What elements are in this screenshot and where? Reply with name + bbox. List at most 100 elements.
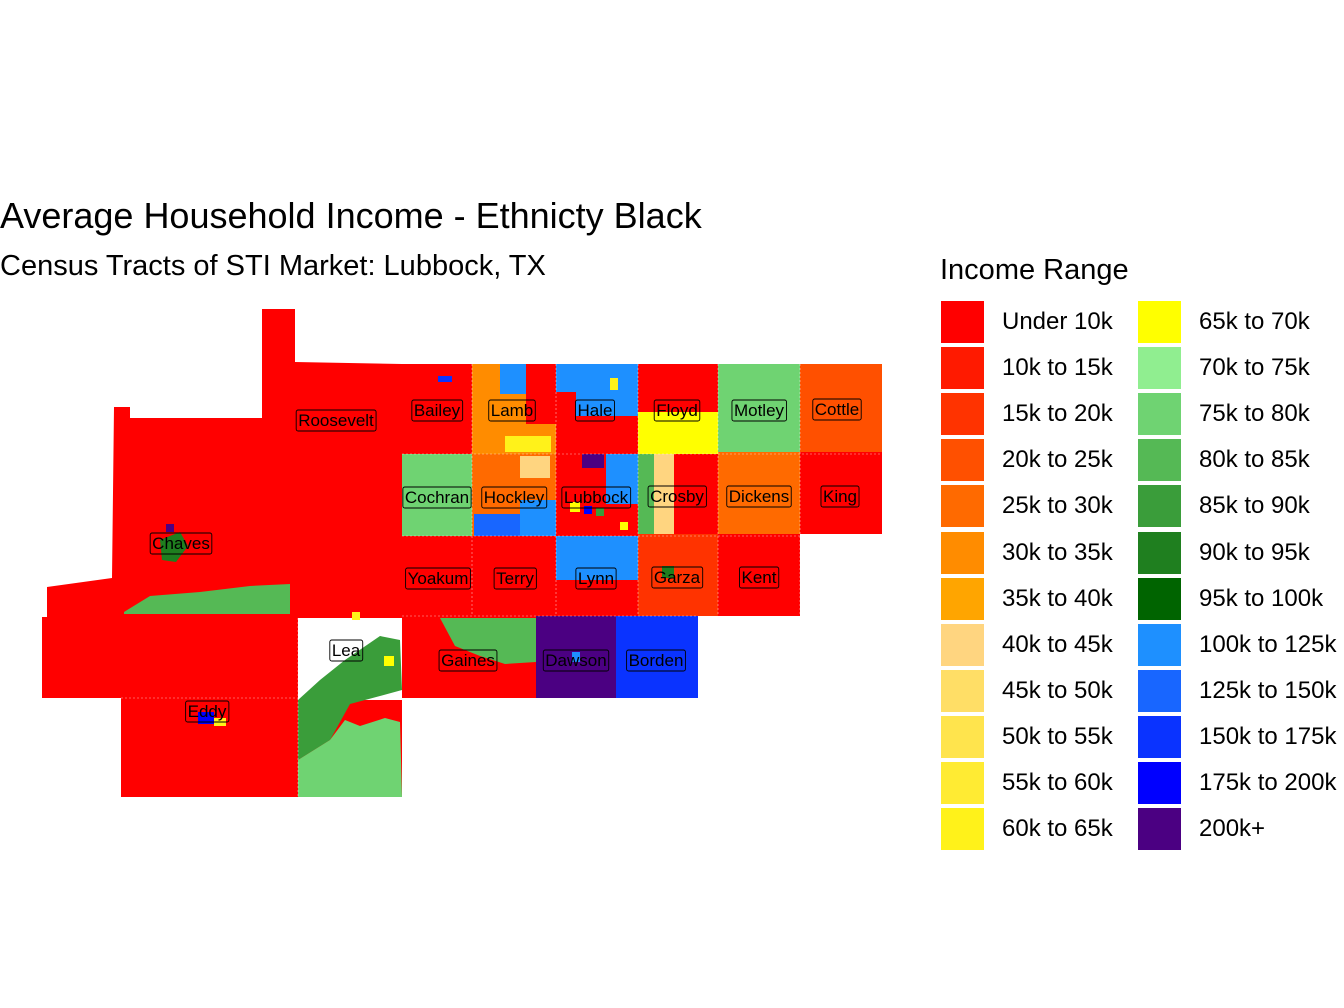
county-label-kent: Kent xyxy=(739,566,780,589)
tract-chaves-green xyxy=(124,584,290,614)
tract-lea-green xyxy=(298,636,402,760)
legend-item: 95k to 100k xyxy=(1137,577,1344,624)
legend-label: 25k to 30k xyxy=(1002,492,1113,520)
county-label-box xyxy=(405,567,471,590)
legend-item: 50k to 55k xyxy=(940,715,1160,762)
county-label-dawson: Dawson xyxy=(542,649,610,672)
legend-label: 100k to 125k xyxy=(1199,630,1337,658)
tract-kent xyxy=(718,534,800,616)
county-label-box xyxy=(651,566,704,589)
tract-chaves-blue xyxy=(166,524,174,532)
county-label-floyd: Floyd xyxy=(653,399,701,422)
county-label-text: Lynn xyxy=(578,569,614,588)
legend-item: 55k to 60k xyxy=(940,762,1160,808)
tract-lubbock-yellow2 xyxy=(620,522,628,530)
county-label-text: Hockley xyxy=(484,488,545,507)
legend-label: 20k to 25k xyxy=(1002,446,1113,474)
county-label-box xyxy=(626,649,686,672)
county-label-box xyxy=(647,485,707,508)
legend-label: 15k to 20k xyxy=(1002,400,1113,428)
county-label-text: Hale xyxy=(578,401,613,420)
county-label-text: Cochran xyxy=(405,488,469,507)
legend-label: 80k to 85k xyxy=(1199,446,1310,474)
county-label-box xyxy=(575,567,617,590)
legend-title: Income Range xyxy=(940,254,1129,286)
map-green-tracts xyxy=(124,532,536,797)
tract-lynn-south xyxy=(556,580,638,616)
tract-gaines-green xyxy=(440,618,536,664)
tract-lubbock-yellow xyxy=(570,502,580,512)
county-label-text: Kent xyxy=(742,568,777,587)
legend-label: 85k to 90k xyxy=(1199,492,1310,520)
legend-item: 65k to 70k xyxy=(1137,301,1344,347)
tract-lubbock-green-sm xyxy=(596,508,604,516)
county-label-borden: Borden xyxy=(626,649,686,672)
county-label-motley: Motley xyxy=(731,399,787,422)
tract-bailey-blue xyxy=(438,376,452,382)
legend-label: 200k+ xyxy=(1199,815,1266,843)
legend-swatch xyxy=(1138,577,1181,620)
county-label-lubbock: Lubbock xyxy=(561,486,632,509)
county-label-gaines: Gaines xyxy=(438,649,498,672)
county-label-box xyxy=(493,567,537,590)
county-label-box xyxy=(542,649,610,672)
legend-label: 50k to 55k xyxy=(1002,722,1113,750)
county-label-dickens: Dickens xyxy=(726,485,792,508)
county-label-terry: Terry xyxy=(493,567,537,590)
tract-lynn xyxy=(556,536,638,580)
legend-item: 100k to 125k xyxy=(1137,623,1344,670)
county-label-crosby: Crosby xyxy=(647,485,707,508)
legend-swatch xyxy=(941,669,984,712)
tract-yoakum xyxy=(402,536,472,616)
legend-label: 95k to 100k xyxy=(1199,584,1324,612)
legend-swatch xyxy=(1138,439,1181,482)
county-label-chaves: Chaves xyxy=(149,532,213,555)
legend-swatch xyxy=(941,439,984,482)
legend-label: 30k to 35k xyxy=(1002,538,1113,566)
county-label-text: Yoakum xyxy=(408,569,469,588)
county-label-box xyxy=(726,485,792,508)
legend-label: 65k to 70k xyxy=(1199,308,1310,335)
legend-item: 30k to 35k xyxy=(940,531,1160,578)
tract-garza xyxy=(638,534,718,616)
legend-swatch xyxy=(941,577,984,620)
county-label-roosevelt: Roosevelt xyxy=(295,409,377,432)
legend-item: 150k to 175k xyxy=(1137,715,1344,762)
legend-item: 15k to 20k xyxy=(940,393,1160,439)
county-label-text: Garza xyxy=(654,568,701,587)
tract-cochran xyxy=(402,454,472,536)
tract-chaves-dot xyxy=(160,532,188,562)
legend-swatch xyxy=(1138,808,1181,851)
tract-dawson-blue xyxy=(572,652,580,662)
legend-label: 90k to 95k xyxy=(1199,538,1310,566)
legend-swatch xyxy=(941,347,984,390)
tract-borden xyxy=(616,616,698,698)
county-label-lea: Lea xyxy=(329,639,364,662)
legend-label: 150k to 175k xyxy=(1199,722,1337,750)
county-boundaries xyxy=(121,364,882,797)
legend-label: 55k to 60k xyxy=(1002,769,1113,796)
legend-swatch xyxy=(941,393,984,436)
legend-item: 175k to 200k xyxy=(1137,762,1344,808)
legend-swatch xyxy=(941,301,984,343)
county-label-text: Cottle xyxy=(815,400,859,419)
map-title: Average Household Income - Ethnicty Blac… xyxy=(0,195,702,236)
county-label-garza: Garza xyxy=(651,566,704,589)
county-label-text: King xyxy=(823,487,857,506)
legend-item: 90k to 95k xyxy=(1137,531,1344,578)
county-label-text: Terry xyxy=(496,569,534,588)
county-label-box xyxy=(185,700,230,723)
county-label-text: Lubbock xyxy=(564,488,629,507)
legend-swatch xyxy=(941,531,984,574)
legend-swatch xyxy=(1138,301,1181,343)
county-label-box xyxy=(488,399,536,422)
tract-terry xyxy=(472,536,556,616)
county-label-text: Roosevelt xyxy=(298,411,374,430)
legend-label: 40k to 45k xyxy=(1002,630,1113,658)
tract-hockley-blue xyxy=(474,514,524,536)
tract-hale-red xyxy=(556,392,576,454)
legend-swatch xyxy=(941,485,984,528)
legend-label: 45k to 50k xyxy=(1002,676,1113,704)
county-label-box xyxy=(149,532,213,555)
county-labels: Roosevelt Bailey Lamb Hale Floyd Motley Cottle… xyxy=(149,398,862,723)
